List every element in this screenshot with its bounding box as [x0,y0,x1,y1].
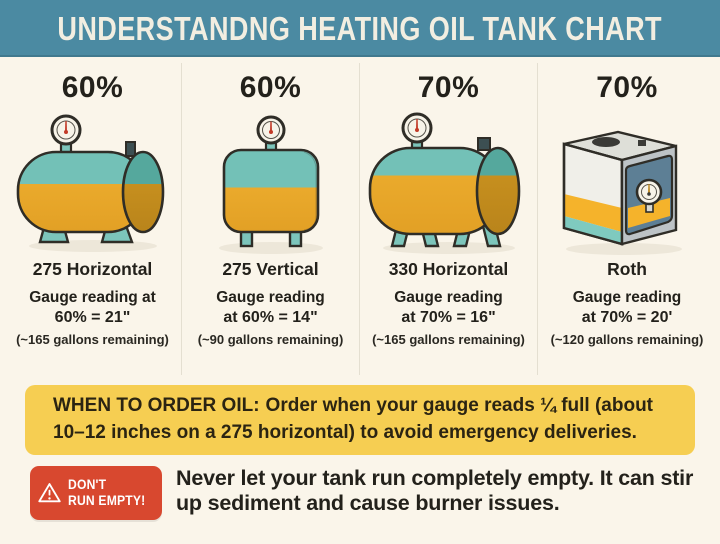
tank-illustration-wrap [4,107,181,257]
tank-illustration-wrap [182,107,359,257]
fill-cap [592,137,620,147]
warning-triangle-icon [38,483,61,503]
top-fitting [638,140,646,146]
tank-illustration-wrap [360,107,537,257]
tank-column-275-vertical: 60% [182,63,360,375]
badge-line2: RUN EMPTY! [68,493,146,508]
order-banner-text: WHEN TO ORDER OIL: Order when your gauge … [53,393,667,447]
gauge-icon [50,114,81,146]
tank-end-cap [475,146,520,236]
gauge-reading-line1: Gauge reading [394,289,503,306]
gauge-reading-line2: at 70% = 16" [401,309,496,327]
oil-band-front [564,194,622,232]
order-banner: WHEN TO ORDER OIL: Order when your gauge … [25,385,695,455]
fill-percent-label: 70% [417,71,480,104]
teal-band-front [564,216,622,244]
gauge-icon [401,112,432,144]
tank-edge-highlight [303,151,316,231]
gauge-icon [256,115,285,145]
vent-pipe [124,141,136,157]
gauge-reading-line2: 60% = 21" [54,309,131,327]
gauge-reading-line1: Gauge reading [216,289,325,306]
dont-run-empty-badge: DON'T RUN EMPTY! [30,466,162,520]
title-bar: UNDERSTANDNG HEATING OIL TANK CHART [0,0,720,57]
tank-end-cap [121,150,164,234]
gauge-reading-line2: at 60% = 14" [223,309,318,327]
oil-band-panel [628,198,670,228]
warning-text: Never let your tank run completely empty… [176,466,694,516]
horizontal-tank-icon [368,112,520,254]
roth-tank-icon [562,130,682,255]
horizontal-tank-icon [16,114,164,252]
tank-illustration-wrap [538,107,716,257]
badge-text: DON'T RUN EMPTY! [68,477,145,510]
gallons-note: (~120 gallons remaining) [550,331,704,347]
tank-column-330-horizontal: 70% [360,63,538,375]
vent-pipe [476,137,491,151]
gauge-reading-line1: Gauge reading at [29,289,156,306]
gauge-reading-line1: Gauge reading [572,289,682,306]
tank-columns: 60% [0,57,720,375]
gauge-icon [635,178,663,213]
fill-percent-label: 60% [239,71,302,104]
tank-name: 275 Vertical [222,259,319,279]
tank-shadow [382,242,515,254]
badge-line1: DON'T [68,476,107,492]
tank-body [222,148,319,234]
warning-row: DON'T RUN EMPTY! Never let your tank run… [30,466,704,520]
tank-column-275-horizontal: 60% [4,63,182,375]
tank-shadow [566,243,682,255]
fill-percent-label: 70% [596,71,658,104]
page-title: UNDERSTANDNG HEATING OIL TANK CHART [57,9,663,47]
tank-column-roth: 70% [538,63,716,375]
order-banner-body: Order when your gauge reads ¼ full (abou… [53,395,653,443]
gallons-note: (~165 gallons remaining) [372,331,525,347]
tank-name: 330 Horizontal [388,259,509,279]
order-banner-label: WHEN TO ORDER OIL: [53,395,260,417]
tank-name: Roth [607,259,647,279]
tank-name: 275 Horizontal [32,259,153,279]
gallons-note: (~165 gallons remaining) [16,331,169,347]
gallons-note: (~90 gallons remaining) [197,331,344,347]
fill-percent-label: 60% [61,71,124,104]
vertical-tank-icon [218,115,323,254]
tank-shadow [218,242,323,254]
gauge-reading-line2: at 70% = 20' [581,309,673,327]
